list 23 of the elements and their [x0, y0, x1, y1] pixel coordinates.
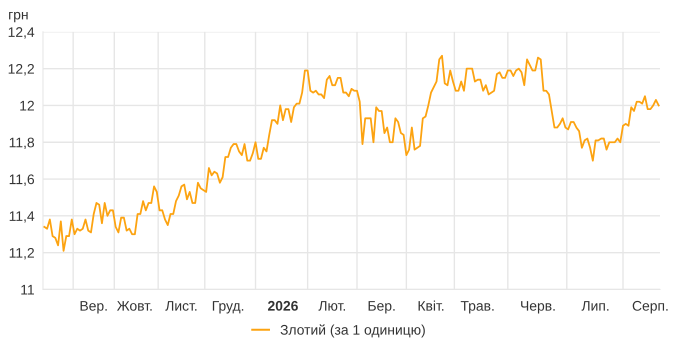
x-tick-label: Лип. — [582, 301, 608, 311]
y-tick-label: 12,2 — [8, 64, 34, 76]
x-tick-label: Лист. — [165, 301, 196, 311]
line-series — [43, 54, 660, 252]
y-tick-label: 11,2 — [10, 248, 34, 260]
x-tick-label: Квіт. — [418, 300, 444, 311]
x-tick-label: Жовт. — [116, 301, 152, 311]
y-tick-label: 11 — [21, 284, 34, 294]
x-tick-label: Лют. — [318, 301, 345, 311]
x-tick-label: Бер. — [368, 301, 395, 314]
x-tick-label: Трав. — [460, 301, 494, 314]
legend-label: Злотий (за 1 одиницю) — [280, 324, 425, 338]
y-tick-label: 11,8 — [10, 138, 34, 150]
y-tick-label: 12,4 — [8, 27, 34, 39]
y-tick-label: 12 — [20, 100, 34, 110]
x-tick-label: 2026 — [268, 300, 298, 311]
x-tick-label: Черв. — [521, 301, 555, 314]
x-tick-label: Вер. — [80, 301, 107, 314]
y-axis-title: грн — [9, 12, 28, 22]
x-tick-label: Груд. — [212, 301, 244, 314]
y-tick-label: 11,4 — [10, 211, 34, 223]
x-tick-label: Серп. — [632, 300, 668, 314]
y-tick-label: 11,6 — [10, 174, 34, 186]
